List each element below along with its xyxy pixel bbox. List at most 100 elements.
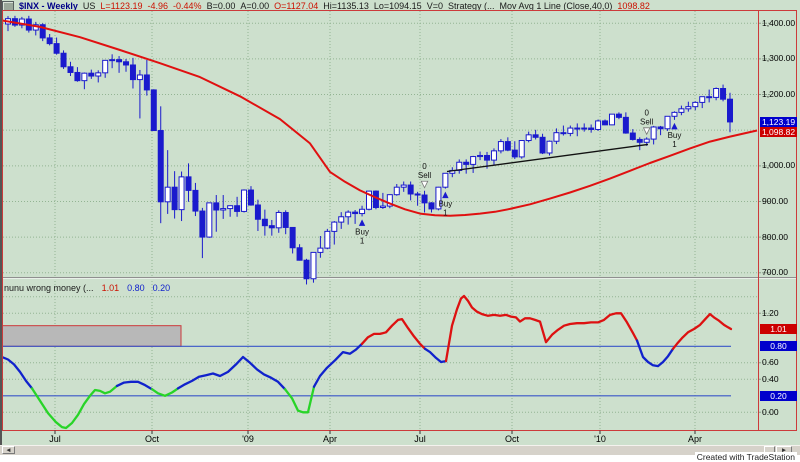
indicator-line-segment [0,355,34,390]
signal-label: 1 [672,140,677,149]
candle-body [352,211,359,215]
candle-body [664,115,671,130]
candle-body [588,127,595,130]
candle-body [317,247,324,253]
candle-body [234,205,241,212]
candle-body [331,221,338,232]
scroll-left-arrow-icon: ◄ [5,447,12,454]
horizontal-scrollbar[interactable]: ◄ ► [0,445,800,455]
ask-label: A=0.00 [240,0,270,11]
candle-body [296,247,303,261]
indicator-line-segment [444,294,639,363]
bid-label: B=0.00 [206,0,236,11]
last-price-badge: 1,123.19 [760,116,797,127]
candle-body [95,72,102,77]
candle-body [463,161,470,165]
indicator-line-segment [283,385,316,414]
candle-body [150,89,157,132]
strategy-label: Strategy (... [447,0,495,11]
indicator-label-row: nunu wrong money (... 1.01 0.80 0.20 [4,283,170,293]
candle-body [366,190,372,210]
scroll-left-button[interactable]: ◄ [2,446,15,454]
indicator-line-segment [176,355,287,391]
sell-arrow-icon [642,127,651,136]
candle-body [720,88,727,100]
candle-body [185,176,192,191]
signal-label: 1 [443,209,448,218]
candle-body [247,189,254,206]
candle-body [615,113,622,118]
candle-body [178,176,185,211]
candle-body [490,150,497,161]
candle-body [220,208,227,211]
indicator-line-segment [312,342,364,388]
candle-body [477,154,484,158]
moving-average-line [0,19,758,217]
candle-body [553,132,560,142]
candle-body [525,134,532,142]
window-left-edge [0,0,2,446]
candle-body [324,230,331,249]
percent-change-label: -0.44% [173,0,202,11]
candle-body [116,59,123,63]
tradestation-chart-window: $INX - Weekly US L=1123.19 -4.96 -0.44% … [0,0,800,446]
signal-label: Sell [640,117,654,126]
candle-body [470,156,477,165]
candle-body [303,259,310,280]
candle-body [546,140,553,154]
indicator-line-segment [423,347,448,364]
chart-border [2,10,797,431]
candle-body [595,120,602,130]
candle-body [407,184,414,195]
indicator-upper-band-badge: 0.80 [760,341,797,352]
indicator-value-1: 1.01 [101,283,120,293]
trendline[interactable] [446,143,649,173]
indicator-line-segment [115,380,154,391]
signal-label: 0 [644,108,649,117]
candle-body [67,66,74,73]
candle-body [213,202,220,211]
indicator-value-badge: 1.01 [760,324,797,334]
candle-body [574,127,581,130]
candle-body [532,134,539,138]
candle-body [713,88,720,98]
candle-body [39,24,46,39]
candle-body [484,154,491,161]
candle-body [102,59,109,74]
candle-body [386,194,393,207]
candle-body [379,205,386,208]
candle-body [136,74,143,81]
high-label: Hi=1135.13 [323,0,369,11]
ma-value-badge: 1,098.82 [760,126,797,137]
signal-label: 0 [422,162,427,171]
candle-body [657,126,664,130]
candle-body [60,52,67,68]
candle-body [567,127,574,134]
candle-body [81,72,88,82]
signal-label: Buy [438,200,452,209]
candle-body [560,132,567,135]
tradestation-credit: Created with TradeStation [694,452,797,462]
indicator-line-segment [30,384,119,430]
candle-body [504,141,511,151]
candle-body [608,113,615,126]
candle-body [692,101,699,108]
candle-body [629,132,636,140]
candle-body [643,138,650,143]
buy-arrow-icon [358,219,366,226]
indicator-lower-band-badge: 0.20 [760,390,797,401]
candle-body [706,96,713,99]
last-price-label: L=1123.19 [100,0,143,11]
indicator-value-2: 0.80 [127,283,145,293]
ma-study-label: Mov Avg 1 Line (Close,40,0) [499,0,613,11]
candle-body [143,74,150,91]
candle-body [678,108,685,113]
candle-body [650,126,657,140]
symbol-label: $INX - Weekly [19,0,78,11]
net-change-label: -4.96 [147,0,169,11]
indicator-value-3: 0.20 [152,283,171,293]
candle-body [241,189,248,212]
candle-body [671,111,678,117]
indicator-shade-box [1,325,182,347]
